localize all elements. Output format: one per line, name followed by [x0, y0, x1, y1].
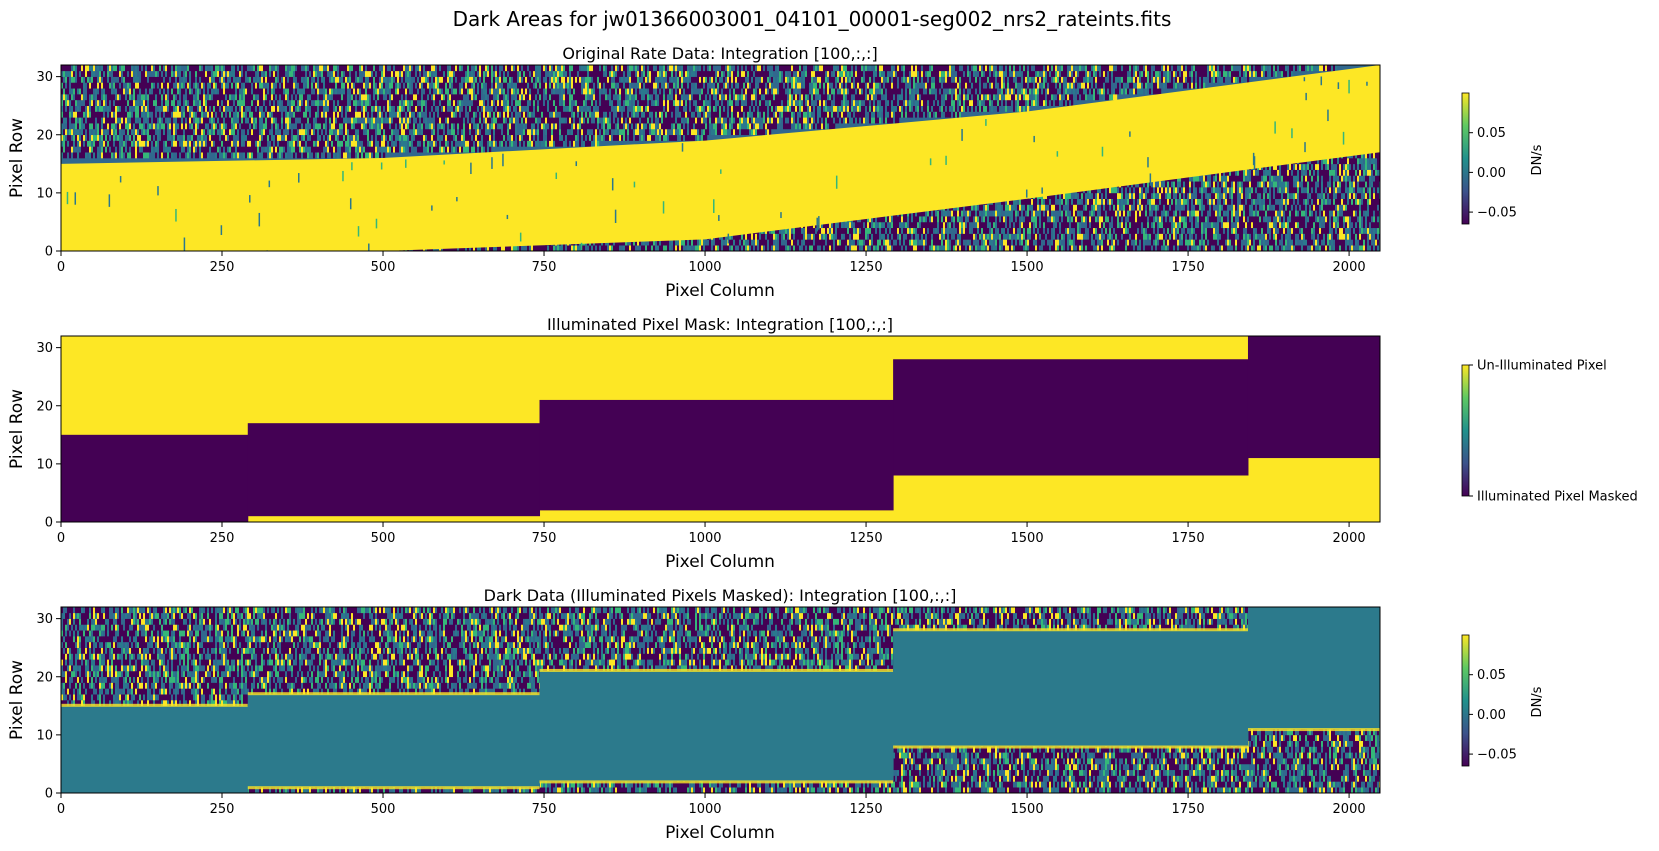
- mask-edge: [1247, 728, 1380, 732]
- x-tick-label: 1750: [1172, 531, 1205, 546]
- mask-segment: [893, 359, 1249, 476]
- panel-original-rate: Original Rate Data: Integration [100,:,:…: [7, 44, 1545, 301]
- mask-segment: [1247, 336, 1380, 459]
- y-tick-label: 0: [45, 787, 53, 802]
- mask-edge: [893, 745, 1248, 749]
- panel-2-ylabel: Pixel Row: [7, 389, 27, 469]
- x-tick-label: 1250: [850, 802, 883, 817]
- masked-region: [893, 630, 1249, 747]
- x-tick-label: 2000: [1333, 260, 1366, 275]
- x-tick-label: 500: [371, 531, 396, 546]
- panel-1-colorbar: [1461, 92, 1470, 225]
- x-tick-label: 1500: [1011, 802, 1044, 817]
- x-tick-label: 750: [532, 260, 557, 275]
- x-tick-label: 250: [210, 802, 235, 817]
- colorbar-tick-label: 0.05: [1477, 126, 1506, 141]
- panel-illuminated-mask: Illuminated Pixel Mask: Integration [100…: [7, 315, 1638, 572]
- panel-2-plot-area: [61, 336, 1380, 522]
- mask-edge: [539, 780, 894, 784]
- y-tick-label: 30: [36, 612, 53, 627]
- panel-2-title: Illuminated Pixel Mask: Integration [100…: [547, 315, 893, 334]
- x-tick-label: 500: [371, 802, 396, 817]
- figure-suptitle: Dark Areas for jw01366003001_04101_00001…: [453, 7, 1172, 31]
- y-tick-label: 10: [36, 728, 53, 743]
- colorbar-tick-label: −0.05: [1477, 748, 1517, 763]
- x-tick-label: 1750: [1172, 802, 1205, 817]
- panel-1-xlabel: Pixel Column: [665, 281, 775, 301]
- panel-2-colorbar: [1461, 364, 1470, 497]
- colorbar-tick-label: −0.05: [1477, 206, 1517, 221]
- x-tick-label: 0: [57, 531, 65, 546]
- panel-1-frame: [60, 64, 1381, 252]
- x-tick-label: 500: [371, 260, 396, 275]
- mask-edge: [247, 692, 540, 696]
- x-tick-label: 1000: [688, 802, 721, 817]
- panel-3-colorbar: [1461, 634, 1470, 767]
- x-tick-label: 1750: [1172, 260, 1205, 275]
- masked-region: [539, 670, 894, 782]
- colorbar-tick-label: Illuminated Pixel Masked: [1477, 490, 1638, 505]
- panel-1-title: Original Rate Data: Integration [100,:,:…: [562, 44, 877, 63]
- panel-3-title: Dark Data (Illuminated Pixels Masked): I…: [484, 586, 957, 605]
- y-tick-label: 20: [36, 128, 53, 143]
- panel-3-colorbar-label: DN/s: [1530, 686, 1545, 717]
- x-tick-label: 250: [210, 531, 235, 546]
- panel-2-frame: [60, 335, 1381, 523]
- x-tick-label: 2000: [1333, 531, 1366, 546]
- x-tick-label: 1500: [1011, 260, 1044, 275]
- x-tick-label: 1250: [850, 531, 883, 546]
- y-tick-label: 30: [36, 341, 53, 356]
- panel-3-plot-area: [61, 607, 1380, 793]
- mask-edge: [247, 786, 540, 790]
- masked-region: [61, 705, 249, 793]
- mask-edge: [539, 668, 894, 672]
- mask-edge: [61, 703, 248, 707]
- x-tick-label: 2000: [1333, 802, 1366, 817]
- panel-3-frame: [60, 606, 1381, 794]
- x-tick-label: 1000: [688, 531, 721, 546]
- mask-edge: [893, 628, 1248, 632]
- x-tick-label: 750: [532, 802, 557, 817]
- x-tick-label: 1250: [850, 260, 883, 275]
- panel-dark-data: Dark Data (Illuminated Pixels Masked): I…: [7, 586, 1545, 843]
- mask-segment: [61, 434, 249, 522]
- y-tick-label: 0: [45, 245, 53, 260]
- mask-segment: [247, 423, 541, 517]
- colorbar-tick-label: 0.00: [1477, 708, 1506, 723]
- masked-region: [1247, 607, 1380, 730]
- y-tick-label: 20: [36, 670, 53, 685]
- colorbar-tick-label: Un-Illuminated Pixel: [1477, 359, 1607, 374]
- masked-region: [247, 694, 541, 788]
- panel-2-xlabel: Pixel Column: [665, 552, 775, 572]
- panel-3-ylabel: Pixel Row: [7, 660, 27, 740]
- x-tick-label: 1500: [1011, 531, 1044, 546]
- colorbar-tick-label: 0.05: [1477, 668, 1506, 683]
- y-tick-label: 30: [36, 70, 53, 85]
- y-tick-label: 20: [36, 399, 53, 414]
- y-tick-label: 0: [45, 516, 53, 531]
- illuminated-trace: [61, 65, 1380, 251]
- x-tick-label: 0: [57, 260, 65, 275]
- y-tick-label: 10: [36, 457, 53, 472]
- x-tick-label: 1000: [688, 260, 721, 275]
- panel-1-plot-area: [61, 65, 1380, 251]
- x-tick-label: 750: [532, 531, 557, 546]
- mask-segment: [539, 399, 894, 511]
- panel-1-colorbar-label: DN/s: [1530, 144, 1545, 175]
- panel-3-xlabel: Pixel Column: [665, 823, 775, 843]
- y-tick-label: 10: [36, 186, 53, 201]
- x-tick-label: 250: [210, 260, 235, 275]
- panel-1-ylabel: Pixel Row: [7, 118, 27, 198]
- x-tick-label: 0: [57, 802, 65, 817]
- colorbar-tick-label: 0.00: [1477, 166, 1506, 181]
